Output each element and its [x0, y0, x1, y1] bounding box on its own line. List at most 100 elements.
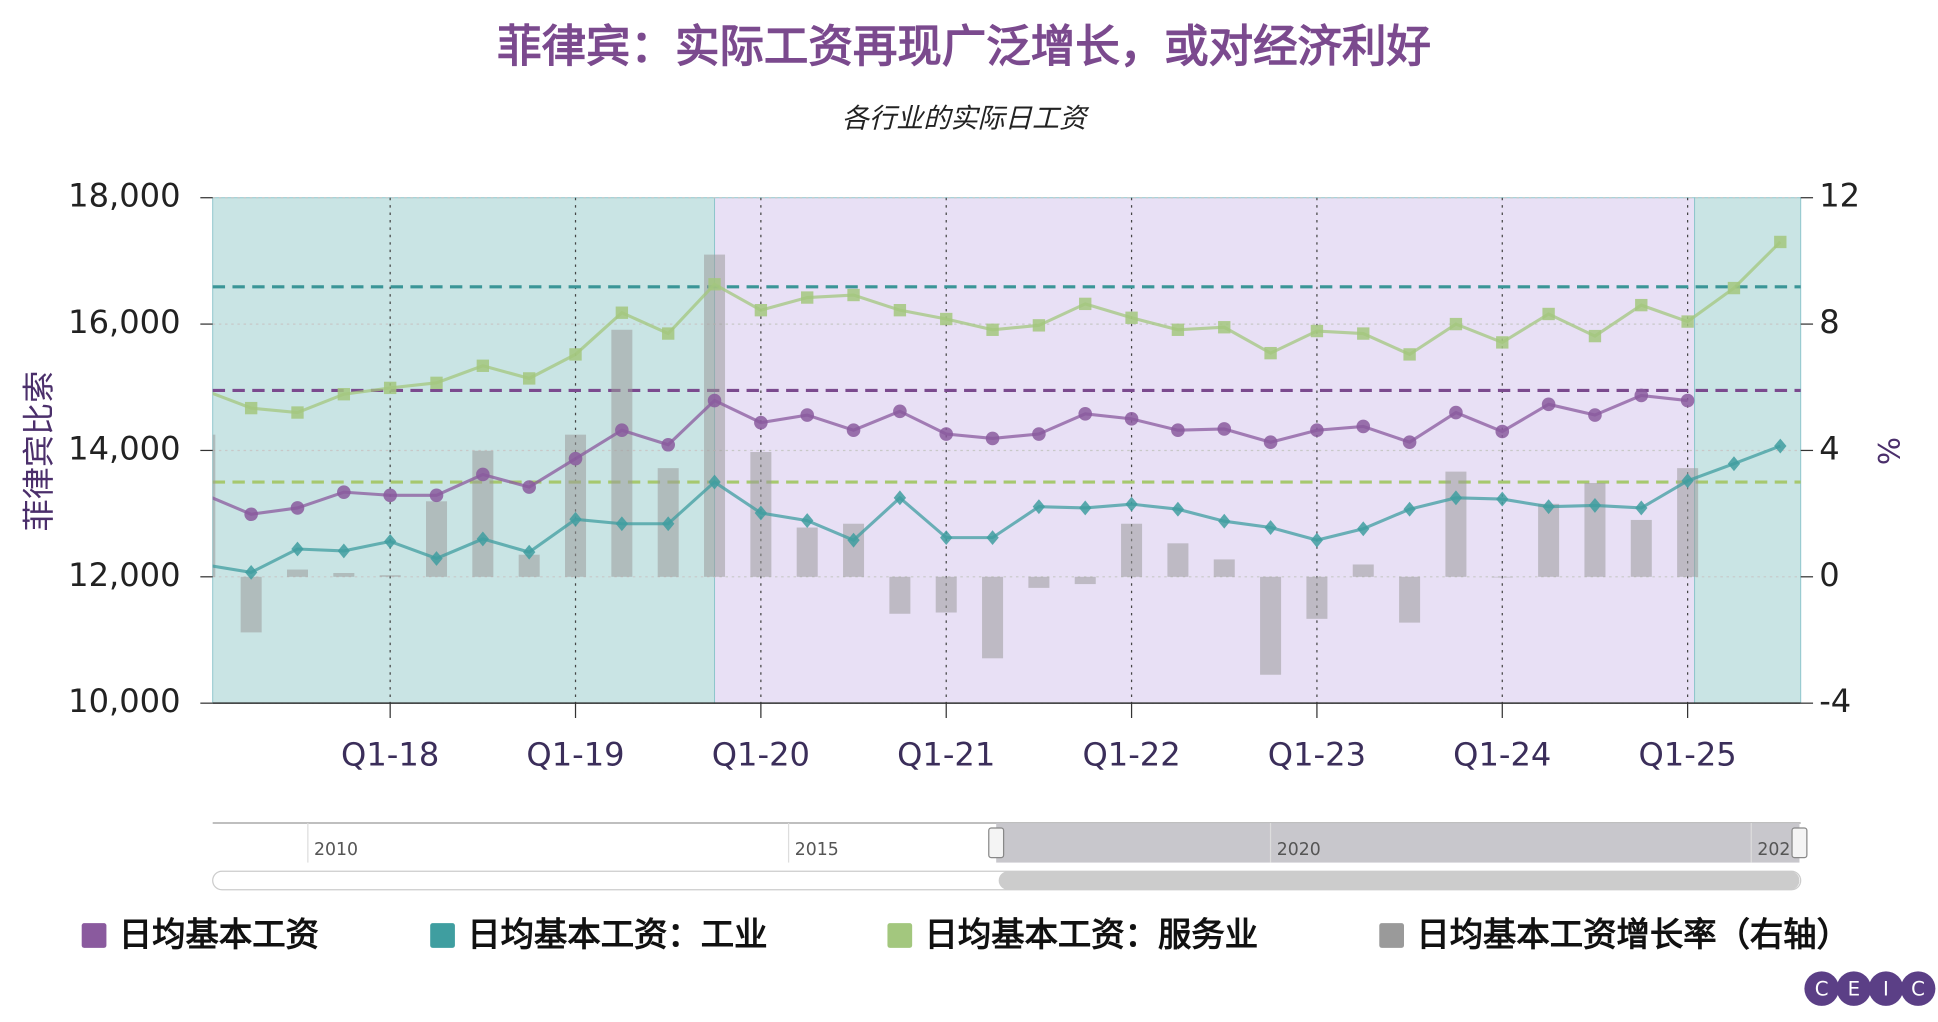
logo-letter: I [1883, 977, 1889, 1000]
marker [1681, 315, 1694, 328]
logo-circle [1868, 971, 1904, 1006]
legend-label: 日均基本工资：工业 [467, 915, 767, 954]
legend-label: 日均基本工资：服务业 [925, 915, 1259, 954]
marker [1727, 456, 1741, 472]
marker [1449, 405, 1463, 420]
logo-circle [1804, 971, 1839, 1006]
marker [615, 306, 629, 319]
marker [244, 401, 258, 415]
marker [476, 531, 490, 547]
marker [1357, 521, 1370, 537]
marker [985, 431, 1000, 446]
navigator-handle[interactable] [988, 827, 1005, 859]
axes: 10,000 12,000 14,000 16,000 18,000 -4 0 4 8 12 Q1-… [68, 177, 1860, 774]
marker [429, 488, 444, 503]
marker [568, 451, 583, 466]
bar [472, 450, 494, 577]
marker [476, 467, 490, 482]
marker [893, 404, 907, 419]
marker [893, 490, 907, 506]
marker [1356, 419, 1371, 434]
bar [1445, 471, 1467, 577]
y-tick-label: 18,000 [68, 177, 180, 215]
marker [1310, 423, 1324, 438]
y2-tick-label: 12 [1819, 177, 1860, 215]
marker [383, 381, 397, 395]
marker [1310, 324, 1324, 338]
bar [704, 254, 726, 577]
marker [615, 423, 629, 438]
marker [1217, 422, 1232, 436]
marker [1218, 513, 1231, 529]
legend-swatch [887, 923, 913, 948]
bar [1491, 576, 1513, 578]
marker [291, 406, 304, 419]
marker [1635, 298, 1648, 312]
marker [1402, 435, 1417, 450]
marker [337, 485, 351, 499]
marker [1449, 317, 1463, 331]
logo-letter: C [1911, 977, 1925, 1000]
navigator[interactable]: 2010 2015 2020 202 [212, 822, 1808, 891]
bar [379, 575, 401, 577]
bar [565, 434, 587, 577]
marker [893, 304, 907, 317]
marker [522, 480, 536, 494]
marker [1403, 501, 1416, 517]
navigator-selection[interactable] [996, 823, 1800, 863]
marker [1588, 497, 1602, 513]
bar [1352, 564, 1374, 577]
marker [430, 551, 443, 566]
marker [708, 474, 721, 490]
chart-title: 菲律宾：实际工资再现广泛增长，或对经济利好 [497, 21, 1431, 72]
scrollbar-thumb[interactable] [998, 871, 1800, 890]
bar [518, 554, 540, 577]
marker [1078, 407, 1093, 421]
marker [1171, 501, 1185, 517]
marker [1032, 499, 1046, 515]
marker [615, 516, 629, 532]
bar [1260, 576, 1282, 675]
y-tick-label: 10,000 [68, 682, 180, 720]
bar [1306, 576, 1328, 619]
marker [1635, 500, 1648, 516]
marker [430, 376, 443, 390]
marker [1079, 297, 1092, 311]
marker [986, 323, 999, 336]
bar [1538, 503, 1560, 577]
marker [847, 532, 860, 548]
x-tick-label: Q1-21 [897, 735, 995, 773]
navigator-handle[interactable] [1791, 827, 1808, 859]
marker [1681, 473, 1694, 489]
x-tick-label: Q1-22 [1082, 735, 1180, 773]
y-tick-label: 16,000 [68, 303, 180, 341]
marker [1125, 496, 1138, 512]
marker [1588, 408, 1602, 422]
bar [212, 434, 216, 577]
legend-swatch [81, 923, 107, 948]
marker [1541, 397, 1556, 412]
bands [212, 197, 1802, 704]
logo-letter: E [1848, 977, 1861, 1000]
bar [1074, 576, 1096, 585]
x-tick-label: Q1-25 [1639, 735, 1737, 773]
marker [1124, 412, 1139, 426]
marker [801, 513, 814, 528]
marker [198, 488, 212, 502]
marker [754, 415, 768, 430]
marker [337, 543, 351, 559]
y2-tick-label: 8 [1819, 303, 1839, 341]
bar [1028, 576, 1050, 588]
marker [1774, 235, 1787, 249]
marker [569, 348, 582, 361]
marker [1263, 435, 1278, 450]
marker [1032, 319, 1046, 332]
logo-circle [1900, 971, 1936, 1006]
marker [1496, 491, 1509, 507]
logo-letter: C [1815, 977, 1829, 1000]
marker [707, 393, 722, 408]
bar [1399, 576, 1421, 623]
navigator-label: 2010 [314, 840, 358, 860]
navigator-label: 2015 [795, 840, 839, 860]
bar [982, 576, 1004, 659]
